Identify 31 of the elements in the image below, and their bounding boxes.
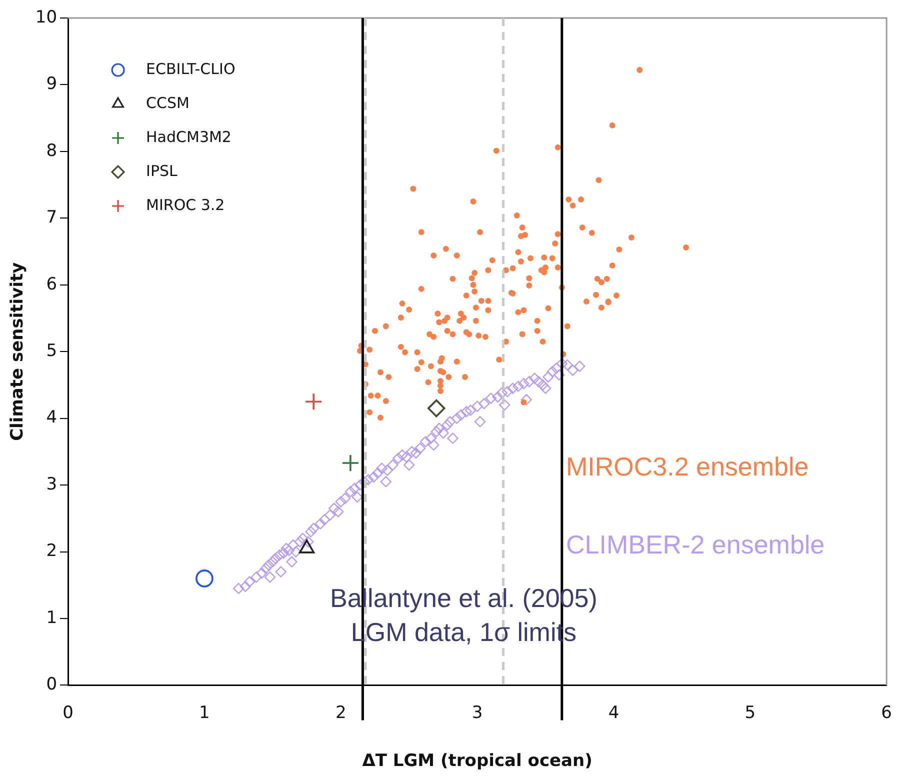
y-tick-label: 0 <box>46 674 58 695</box>
x-tick-label: 4 <box>608 702 620 723</box>
point <box>196 570 214 588</box>
x-tick-label: 5 <box>744 702 756 723</box>
x-tick-label: 1 <box>199 702 210 723</box>
legend-label: IPSL <box>146 162 178 180</box>
point <box>342 454 360 472</box>
point <box>304 392 322 411</box>
x-tick-label: 0 <box>62 702 74 723</box>
y-tick-label: 9 <box>46 74 58 94</box>
point <box>427 399 446 418</box>
legend-label: CCSM <box>146 94 190 112</box>
y-tick-label: 7 <box>46 208 58 228</box>
y-tick-label: 5 <box>46 341 58 362</box>
y-tick-label: 1 <box>46 608 58 628</box>
y-tick-label: 6 <box>46 274 58 294</box>
y-tick-label: 10 <box>35 7 58 28</box>
x-tick-label: 3 <box>472 702 483 723</box>
text: CLIMBER-2 ensemble <box>566 530 825 560</box>
x-tick-label: 6 <box>881 702 892 723</box>
text: MIROC3.2 ensemble <box>566 452 809 482</box>
x-axis-title: ΔT LGM (tropical ocean) <box>362 751 592 772</box>
y-tick-label: 2 <box>46 541 58 562</box>
y-tick-label: 3 <box>46 474 58 494</box>
y-axis-title: Climate sensitivity <box>8 262 28 441</box>
legend-label: ECBILT-CLIO <box>146 60 236 78</box>
y-tick-label: 8 <box>46 140 58 161</box>
y-tick-label: 4 <box>46 408 58 428</box>
legend-label: MIROC 3.2 <box>146 196 225 214</box>
legend-label: HadCM3M2 <box>146 128 232 146</box>
x-tick-label: 2 <box>335 702 346 723</box>
